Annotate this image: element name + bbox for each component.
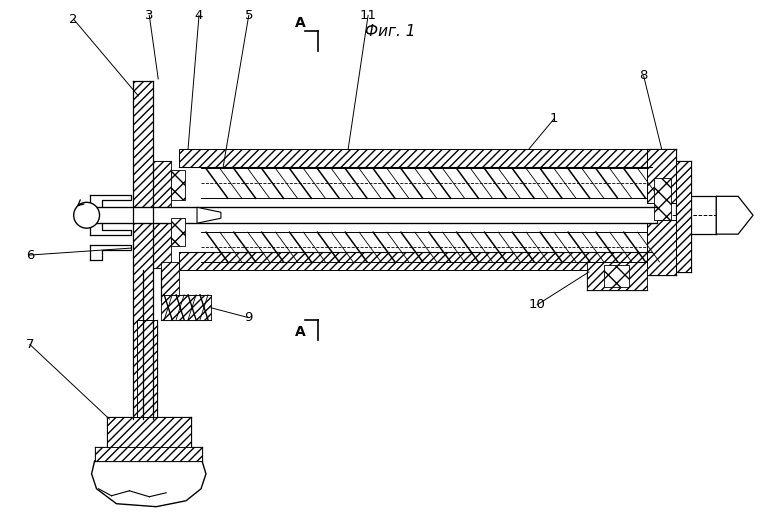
- Bar: [676, 161, 691, 272]
- Bar: [171, 218, 185, 246]
- Bar: [153, 161, 171, 210]
- Bar: [90, 207, 657, 223]
- Bar: [171, 170, 185, 200]
- Text: 7: 7: [26, 338, 34, 351]
- Text: Фиг. 1: Фиг. 1: [365, 24, 415, 39]
- Text: 2: 2: [69, 13, 78, 26]
- Circle shape: [73, 202, 100, 228]
- Text: 3: 3: [145, 9, 154, 22]
- Text: А: А: [295, 16, 306, 30]
- Bar: [137, 320, 158, 429]
- Text: 6: 6: [26, 248, 34, 262]
- Bar: [107, 417, 191, 447]
- Text: А: А: [295, 325, 306, 338]
- Bar: [153, 218, 171, 268]
- Text: 10: 10: [529, 298, 546, 311]
- Bar: [604, 265, 629, 287]
- Text: 5: 5: [244, 9, 253, 22]
- Bar: [179, 149, 651, 166]
- Text: 4: 4: [195, 9, 204, 22]
- Bar: [161, 262, 179, 295]
- Bar: [94, 447, 202, 461]
- Polygon shape: [716, 196, 753, 234]
- Text: 8: 8: [640, 70, 648, 83]
- Bar: [647, 149, 676, 203]
- Polygon shape: [197, 207, 221, 223]
- Bar: [647, 220, 676, 275]
- Text: 9: 9: [245, 311, 253, 324]
- Text: 11: 11: [360, 9, 377, 22]
- Bar: [161, 295, 211, 320]
- Bar: [587, 262, 647, 290]
- Bar: [133, 81, 153, 419]
- Text: 1: 1: [550, 112, 558, 126]
- Bar: [654, 178, 672, 220]
- Bar: [179, 252, 651, 270]
